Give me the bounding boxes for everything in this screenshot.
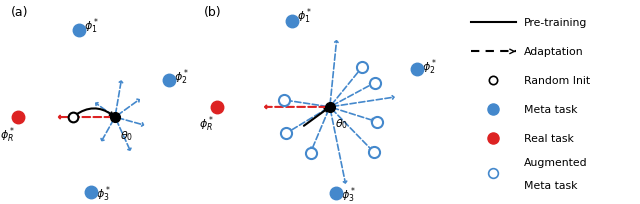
Text: (b): (b) [204,6,221,19]
Text: Adaptation: Adaptation [524,47,584,57]
Text: $\phi_R^*$: $\phi_R^*$ [199,114,214,133]
Text: $\phi_2^*$: $\phi_2^*$ [174,67,189,87]
Text: Meta task: Meta task [524,105,578,115]
Text: Pre-training: Pre-training [524,18,588,28]
Text: $\phi_3^*$: $\phi_3^*$ [341,184,356,204]
Text: $\phi_1^*$: $\phi_1^*$ [297,7,312,26]
Text: $\phi_3^*$: $\phi_3^*$ [96,183,111,203]
Text: $\theta_0$: $\theta_0$ [335,117,348,131]
Text: Random Init: Random Init [524,76,590,86]
Text: $\phi_1^*$: $\phi_1^*$ [84,16,99,35]
Text: $\theta_0$: $\theta_0$ [120,129,133,142]
Text: $\phi_2^*$: $\phi_2^*$ [422,57,438,77]
Text: (a): (a) [11,6,28,19]
Text: Real task: Real task [524,133,574,143]
Text: $\phi_R^*$: $\phi_R^*$ [0,125,15,144]
Text: Meta task: Meta task [524,181,578,190]
Text: Augmented: Augmented [524,157,588,167]
